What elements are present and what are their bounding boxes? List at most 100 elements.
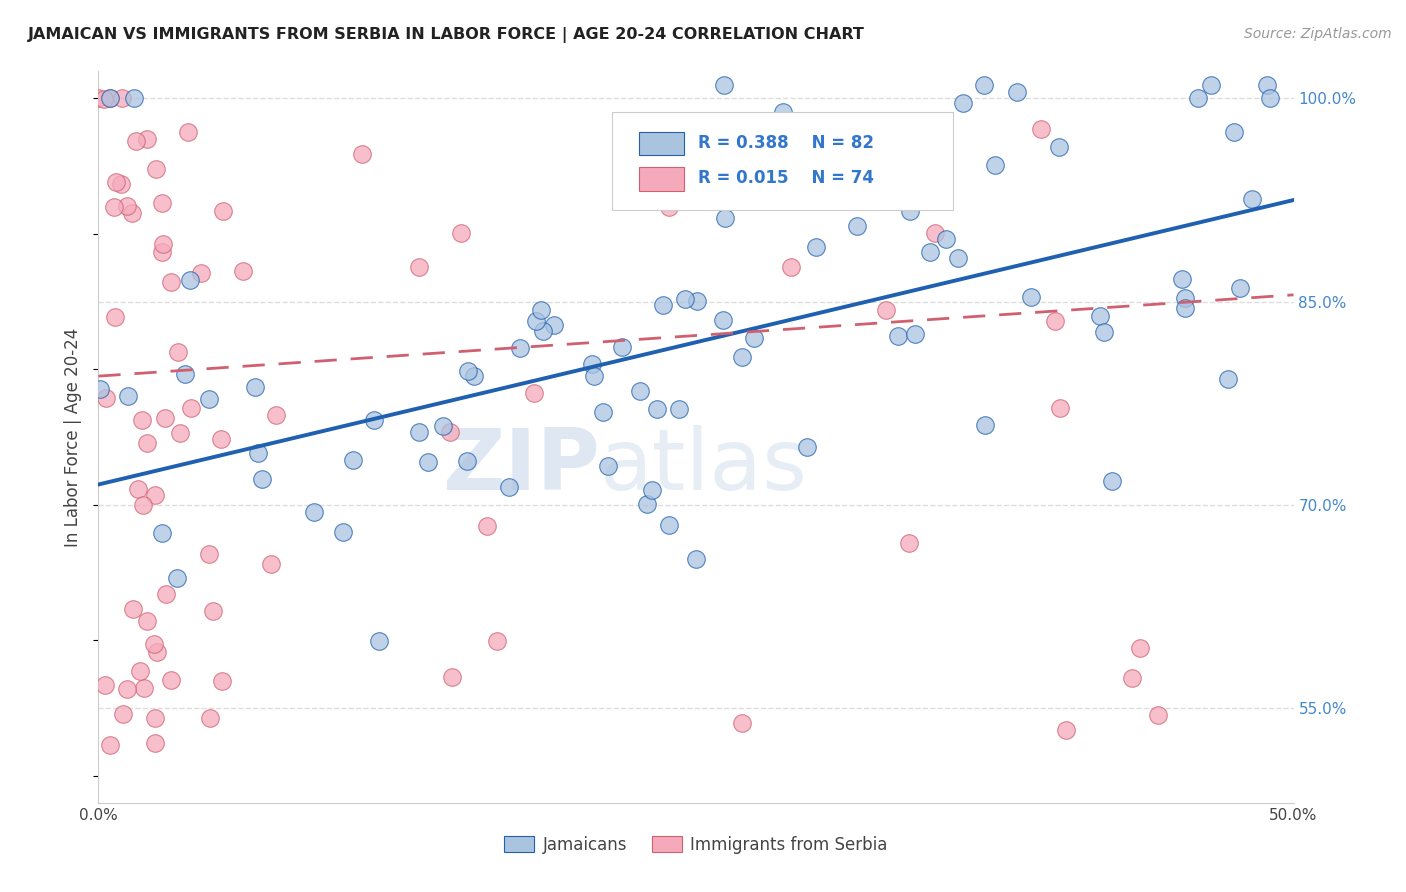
Text: Source: ZipAtlas.com: Source: ZipAtlas.com [1244,27,1392,41]
Point [180,401,202,416]
Point [121,206,143,220]
Point [796,441,818,455]
Point [432,419,454,434]
Point [651,298,673,312]
Text: R = 0.015    N = 74: R = 0.015 N = 74 [699,169,875,187]
Point [543,318,565,333]
Point [1201,78,1223,92]
Point [169,425,191,440]
Point [898,204,921,219]
Text: ZIP: ZIP [443,425,600,508]
Point [127,483,149,497]
Point [136,131,159,145]
Point [897,536,920,550]
Point [115,682,138,697]
Point [509,341,531,355]
Point [132,681,155,696]
Point [713,78,735,92]
Point [243,380,266,394]
Point [136,436,159,450]
Point [152,245,174,260]
Point [714,211,737,225]
Point [93,92,115,106]
Point [1256,78,1278,92]
Point [1092,325,1115,339]
Point [201,604,224,618]
Point [920,244,942,259]
Point [935,231,957,245]
Point [524,314,547,328]
Point [166,571,188,585]
Point [232,264,254,278]
Point [692,161,714,175]
Point [110,177,132,191]
Bar [638,132,685,155]
Point [352,147,374,161]
Point [1229,281,1251,295]
Point [259,558,281,572]
Point [418,455,440,469]
Point [132,499,155,513]
Point [1054,723,1077,738]
Point [636,497,658,511]
Point [212,204,235,219]
Point [143,488,166,502]
Point [742,331,765,345]
Point [731,716,754,731]
Point [441,670,464,684]
Point [668,402,690,417]
Point [873,161,896,176]
Y-axis label: In Labor Force | Age 20-24: In Labor Force | Age 20-24 [65,327,83,547]
Point [332,524,354,539]
Point [197,392,219,406]
Point [845,219,868,234]
Point [647,401,669,416]
Point [627,191,650,205]
Point [477,518,499,533]
Point [1043,314,1066,328]
Point [596,459,619,474]
Point [142,637,165,651]
Point [952,96,974,111]
Point [408,425,430,439]
Point [264,409,287,423]
Bar [638,167,685,191]
Point [658,200,681,214]
Point [104,310,127,324]
Point [211,674,233,689]
Point [363,413,385,427]
Point [1129,640,1152,655]
Point [530,303,553,318]
Point [641,483,664,497]
Point [973,78,995,92]
Point [96,391,118,405]
Point [145,161,167,176]
Point [1174,301,1197,315]
Point [731,351,754,365]
Point [198,711,221,725]
Point [903,327,925,342]
Point [143,736,166,750]
Point [984,158,1007,172]
Point [1187,91,1209,105]
Point [246,446,269,460]
Point [1049,401,1071,415]
Point [457,364,479,378]
Point [124,91,146,105]
Point [1216,371,1239,385]
Point [686,294,709,309]
Point [450,226,472,240]
Point [153,411,176,425]
Point [87,91,110,105]
Point [152,237,174,252]
Point [117,389,139,403]
Point [89,382,111,396]
Text: R = 0.388    N = 82: R = 0.388 N = 82 [699,134,875,152]
Point [98,91,122,105]
Point [592,405,614,419]
Point [875,303,897,318]
Text: JAMAICAN VS IMMIGRANTS FROM SERBIA IN LABOR FORCE | AGE 20-24 CORRELATION CHART: JAMAICAN VS IMMIGRANTS FROM SERBIA IN LA… [28,27,865,43]
FancyBboxPatch shape [613,112,953,211]
Point [179,273,201,287]
Point [160,275,183,289]
